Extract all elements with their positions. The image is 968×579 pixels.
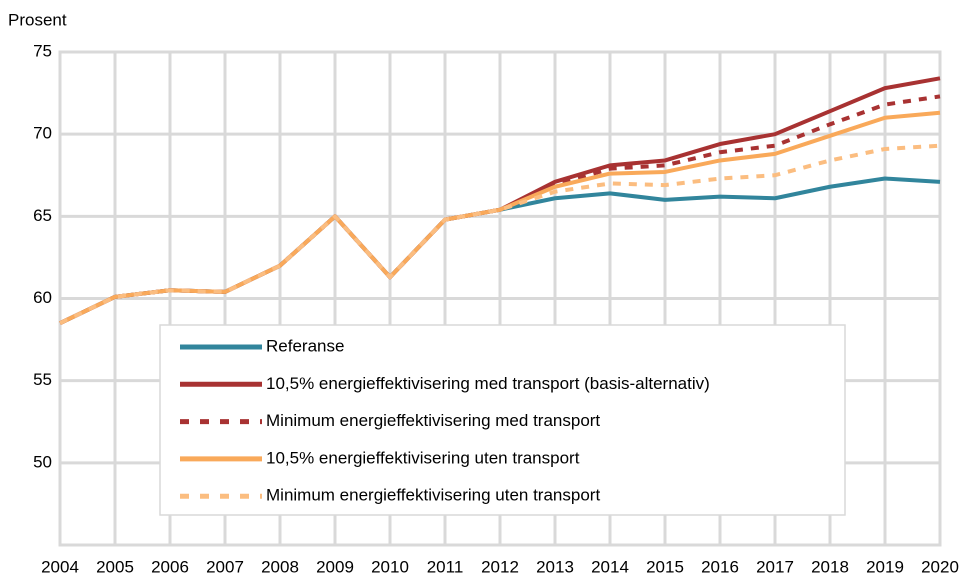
x-tick-label: 2018: [811, 557, 849, 576]
x-tick-label: 2007: [206, 557, 244, 576]
y-tick-label: 55: [33, 370, 52, 389]
x-tick-label: 2014: [591, 557, 629, 576]
legend-box: [159, 324, 846, 516]
legend-label: 10,5% energieffektivisering med transpor…: [266, 374, 710, 393]
x-tick-label: 2013: [536, 557, 574, 576]
legend-label: 10,5% energieffektivisering uten transpo…: [266, 448, 580, 467]
series-line: [59, 110, 941, 325]
legend: Referanse 10,5% energieffektivisering med…: [159, 324, 846, 516]
y-tick-label: 70: [33, 124, 52, 143]
x-tick-label: 2008: [261, 557, 299, 576]
x-tick-label: 2020: [921, 557, 959, 576]
x-tick-label: 2011: [427, 557, 464, 576]
y-tick-label: 50: [33, 452, 52, 471]
x-tick-label: 2017: [756, 557, 794, 576]
legend-label: Minimum energieffektivisering med transp…: [266, 411, 600, 430]
legend-label: Referanse: [266, 336, 344, 355]
x-tick-label: 2019: [866, 557, 904, 576]
x-tick-label: 2009: [316, 557, 354, 576]
x-tick-label: 2010: [371, 557, 409, 576]
y-tick-label: 65: [33, 206, 52, 225]
legend-label: Minimum energieffektivisering uten trans…: [266, 486, 600, 505]
y-tick-label: 60: [33, 288, 52, 307]
x-tick-label: 2006: [151, 557, 189, 576]
x-tick-label: 2012: [481, 557, 519, 576]
x-tick-label: 2004: [41, 557, 79, 576]
x-tick-label: 2015: [646, 557, 684, 576]
x-tick-label: 2005: [96, 557, 134, 576]
y-tick-label: 75: [33, 41, 52, 60]
x-tick-label: 2016: [701, 557, 739, 576]
y-axis-label: Prosent: [8, 10, 67, 29]
series-line: [59, 143, 941, 325]
